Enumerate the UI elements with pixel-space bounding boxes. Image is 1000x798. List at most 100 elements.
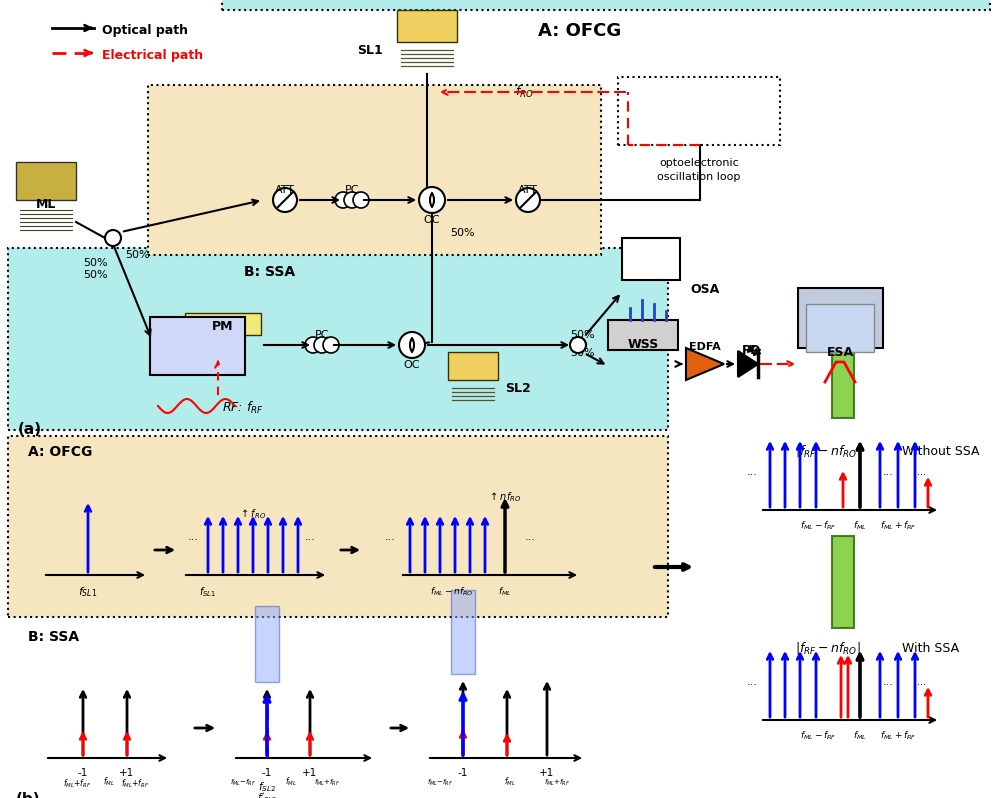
Text: +1: +1 xyxy=(539,768,555,778)
Bar xyxy=(618,77,780,145)
Text: With SSA: With SSA xyxy=(902,642,959,655)
Bar xyxy=(798,288,883,348)
Text: ATT: ATT xyxy=(275,185,295,195)
Bar xyxy=(8,436,668,617)
Text: $f_{ML}$$+$$f_{RF}$: $f_{ML}$$+$$f_{RF}$ xyxy=(314,778,340,788)
Text: $f_{ML}-f_{RF}$: $f_{ML}-f_{RF}$ xyxy=(800,730,836,742)
Text: WSS: WSS xyxy=(627,338,659,351)
Text: A: OFCG: A: OFCG xyxy=(28,445,92,459)
Text: $f_{ML}$: $f_{ML}$ xyxy=(853,520,867,532)
Text: ...: ... xyxy=(305,532,315,542)
Circle shape xyxy=(105,230,121,246)
Text: PC: PC xyxy=(345,185,359,195)
Circle shape xyxy=(323,337,339,353)
Circle shape xyxy=(314,337,330,353)
Circle shape xyxy=(344,192,360,208)
Text: $f_{ML}$: $f_{ML}$ xyxy=(853,730,867,742)
Circle shape xyxy=(273,188,297,212)
Text: $f_{ML}-f_{RF}$: $f_{ML}-f_{RF}$ xyxy=(800,520,836,532)
Text: ML: ML xyxy=(36,198,56,211)
Bar xyxy=(8,248,668,430)
Bar xyxy=(397,10,457,42)
Text: (b): (b) xyxy=(16,792,41,798)
Text: ...: ... xyxy=(525,532,535,542)
Text: $f_{ML}$: $f_{ML}$ xyxy=(504,776,516,788)
Text: 50%: 50% xyxy=(570,348,595,358)
Text: ...: ... xyxy=(883,677,893,687)
Circle shape xyxy=(419,187,445,213)
Text: SL1: SL1 xyxy=(357,44,383,57)
Text: $f_{ML}$$+$$f_{RF}$: $f_{ML}$$+$$f_{RF}$ xyxy=(121,778,149,791)
Text: B: SSA: B: SSA xyxy=(28,630,79,644)
Text: $f_{RO}$: $f_{RO}$ xyxy=(515,84,535,100)
Bar xyxy=(608,320,678,350)
Bar xyxy=(448,352,498,380)
Text: +1: +1 xyxy=(119,768,135,778)
Text: Electrical path: Electrical path xyxy=(102,49,203,62)
Circle shape xyxy=(305,337,321,353)
Text: $f_{ML}$$+$$f_{RF}$: $f_{ML}$$+$$f_{RF}$ xyxy=(63,778,91,791)
Text: $|f_{RF}-nf_{RO}|$: $|f_{RF}-nf_{RO}|$ xyxy=(795,443,861,459)
Text: OSA: OSA xyxy=(690,283,719,296)
Bar xyxy=(832,326,854,418)
Bar xyxy=(622,238,680,280)
Text: $\uparrow f_{RO}$: $\uparrow f_{RO}$ xyxy=(239,507,267,521)
Text: ...: ... xyxy=(747,677,757,687)
Text: OC: OC xyxy=(404,360,420,370)
Text: $f_{SL1}$: $f_{SL1}$ xyxy=(78,585,98,598)
Text: $f_{ML}$$-$$f_{RF}$: $f_{ML}$$-$$f_{RF}$ xyxy=(230,778,256,788)
Circle shape xyxy=(399,332,425,358)
Text: $f_{ML}+f_{RF}$: $f_{ML}+f_{RF}$ xyxy=(880,520,916,532)
Text: ...: ... xyxy=(918,677,926,687)
Bar xyxy=(222,0,990,10)
Text: 50%: 50% xyxy=(450,228,475,238)
Text: -1: -1 xyxy=(458,768,468,778)
Text: $f_{SL2}$: $f_{SL2}$ xyxy=(258,780,276,794)
Text: 50%: 50% xyxy=(125,250,150,260)
Text: OC: OC xyxy=(424,215,440,225)
Text: +1: +1 xyxy=(302,768,318,778)
Text: -1: -1 xyxy=(262,768,272,778)
Text: ...: ... xyxy=(188,532,198,542)
Text: $f_{ML}-nf_{RO}$: $f_{ML}-nf_{RO}$ xyxy=(430,585,474,598)
Text: $f_{ML}$: $f_{ML}$ xyxy=(103,776,115,788)
Text: A: OFCG: A: OFCG xyxy=(538,22,622,40)
Circle shape xyxy=(353,192,369,208)
Text: Optical path: Optical path xyxy=(102,24,188,37)
Bar xyxy=(255,606,279,682)
Text: EDFA: EDFA xyxy=(689,342,721,352)
Text: (a): (a) xyxy=(18,422,42,437)
Bar xyxy=(185,313,261,335)
Bar xyxy=(150,317,245,375)
Text: 50%: 50% xyxy=(570,330,595,340)
Bar xyxy=(832,536,854,628)
Text: ...: ... xyxy=(385,532,395,542)
Text: $f_{ML}+f_{RF}$: $f_{ML}+f_{RF}$ xyxy=(880,730,916,742)
Bar xyxy=(148,85,601,255)
Circle shape xyxy=(335,192,351,208)
Text: SL2: SL2 xyxy=(505,382,531,395)
Text: $f_{ML}$: $f_{ML}$ xyxy=(285,776,297,788)
Text: PD: PD xyxy=(742,344,762,357)
Text: Without SSA: Without SSA xyxy=(902,445,980,458)
Text: ESA: ESA xyxy=(826,346,854,359)
Text: $f_{SL1}$: $f_{SL1}$ xyxy=(199,585,217,598)
Text: 50%: 50% xyxy=(83,270,108,280)
Text: ...: ... xyxy=(747,467,757,477)
Circle shape xyxy=(570,337,586,353)
Text: $|f_{RF}-nf_{RO}|$: $|f_{RF}-nf_{RO}|$ xyxy=(795,640,861,656)
Text: B: SSA: B: SSA xyxy=(244,265,296,279)
Text: ...: ... xyxy=(883,467,893,477)
Text: $f_{ML}$$-$$f_{RF}$: $f_{ML}$$-$$f_{RF}$ xyxy=(427,778,453,788)
Text: -1: -1 xyxy=(78,768,88,778)
Text: $f_{ML}$: $f_{ML}$ xyxy=(498,585,512,598)
Polygon shape xyxy=(686,348,724,380)
Text: PC: PC xyxy=(315,330,329,340)
Text: $f_{ML}$$+$$f_{RF}$: $f_{ML}$$+$$f_{RF}$ xyxy=(544,778,570,788)
Text: optoelectronic: optoelectronic xyxy=(659,158,739,168)
Bar xyxy=(451,590,475,674)
Text: RF: $f_{RF}$: RF: $f_{RF}$ xyxy=(222,400,264,416)
Text: $\uparrow nf_{RO}$: $\uparrow nf_{RO}$ xyxy=(488,490,522,504)
Text: oscillation loop: oscillation loop xyxy=(657,172,741,182)
Polygon shape xyxy=(738,351,758,377)
